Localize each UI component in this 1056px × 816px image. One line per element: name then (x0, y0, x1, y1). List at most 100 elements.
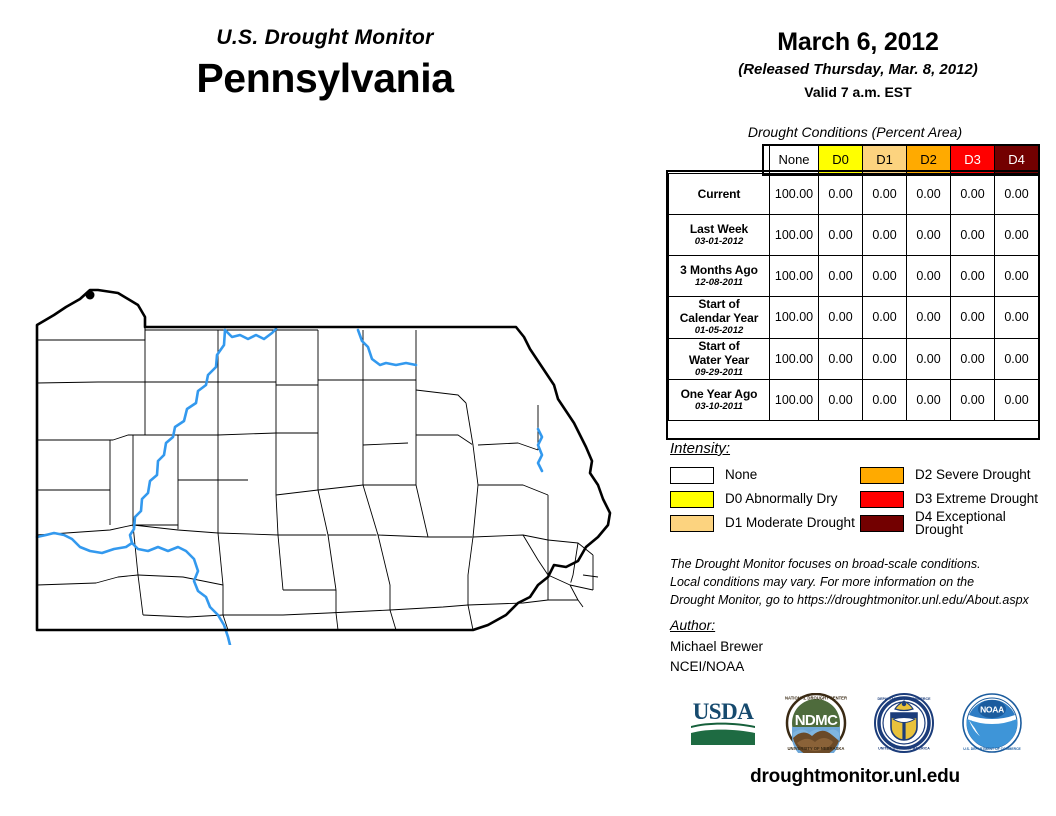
release-date: (Released Thursday, Mar. 8, 2012) (738, 61, 978, 78)
disclaimer-line-1: The Drought Monitor focuses on broad-sca… (670, 557, 981, 571)
svg-text:NATIONAL DROUGHT CENTER: NATIONAL DROUGHT CENTER (785, 695, 847, 700)
cell-d4: 0.00 (994, 379, 1039, 422)
cell-d1: 0.00 (862, 379, 907, 422)
col-header-d3: D3 (950, 144, 995, 174)
row-label-text: Start of Water Year (688, 338, 750, 367)
title-block: U.S. Drought Monitor Pennsylvania (0, 26, 650, 102)
author-name: Michael Brewer (670, 639, 764, 654)
disclaimer-line-3: Drought Monitor, go to https://droughtmo… (670, 592, 1029, 607)
author-block: Author: Michael Brewer NCEI/NOAA (670, 617, 970, 678)
row-label-date: 12-08-2011 (695, 276, 743, 288)
intensity-legend: Intensity: None D0 Abnormally Dry D1 Mod… (670, 440, 1050, 537)
legend-label: D4 Exceptional Drought (915, 508, 1006, 537)
author-heading: Author: (670, 617, 716, 633)
svg-text:USDA: USDA (693, 699, 755, 724)
intensity-title: Intensity: (670, 440, 731, 457)
legend-column-left: None D0 Abnormally Dry D1 Moderate Droug… (670, 463, 860, 535)
table-row: One Year Ago 03-10-2011 100.00 0.00 0.00… (668, 379, 1039, 422)
row-label-text: Current (697, 186, 741, 201)
cell-d3: 0.00 (950, 173, 995, 215)
valid-time: Valid 7 a.m. EST (804, 84, 912, 100)
cell-d2: 0.00 (906, 173, 951, 215)
cell-d0: 0.00 (818, 173, 863, 215)
row-label-text: Start of Calendar Year (679, 297, 759, 326)
col-header-d4: D4 (994, 144, 1039, 174)
legend-label: D0 Abnormally Dry (725, 491, 838, 507)
legend-label: D2 Severe Drought (915, 467, 1031, 483)
cell-d1: 0.00 (862, 214, 907, 256)
legend-label: D3 Extreme Drought (915, 491, 1039, 507)
row-label-start-of-calendar-year: Start of Calendar Year 01-05-2012 (668, 296, 770, 339)
row-label-date: 01-05-2012 (694, 325, 744, 337)
legend-label: D1 Moderate Drought (725, 515, 855, 531)
usda-logo: USDA (687, 697, 759, 754)
svg-text:DEPARTMENT OF COMMERCE: DEPARTMENT OF COMMERCE (877, 697, 931, 701)
row-label-text: One Year Ago (680, 387, 758, 402)
swatch-d4-icon (860, 514, 904, 532)
cell-d2: 0.00 (906, 214, 951, 256)
legend-item-none: None (670, 463, 860, 487)
cell-d0: 0.00 (818, 214, 863, 256)
cell-d2: 0.00 (906, 379, 951, 422)
report-date: March 6, 2012 (777, 28, 939, 56)
svg-text:NDMC: NDMC (795, 712, 838, 729)
legend-item-d0: D0 Abnormally Dry (670, 487, 860, 511)
col-header-d2: D2 (906, 144, 951, 174)
cell-none: 100.00 (769, 255, 819, 297)
swatch-d2-icon (860, 466, 904, 484)
cell-d4: 0.00 (994, 173, 1039, 215)
svg-text:NOAA: NOAA (980, 704, 1004, 714)
cell-none: 100.00 (769, 214, 819, 256)
svg-text:UNITED STATES OF AMERICA: UNITED STATES OF AMERICA (878, 746, 930, 750)
report-header: March 6, 2012 (Released Thursday, Mar. 8… (660, 28, 1056, 100)
cell-d2: 0.00 (906, 296, 951, 339)
table-row: 3 Months Ago 12-08-2011 100.00 0.00 0.00… (668, 255, 1039, 297)
cell-d1: 0.00 (862, 337, 907, 381)
author-affiliation: NCEI/NOAA (670, 659, 745, 675)
state-border (35, 288, 612, 632)
state-title: Pennsylvania (196, 55, 454, 102)
disclaimer-line-2: Local conditions may vary. For more info… (670, 574, 975, 589)
row-label-start-of-water-year: Start of Water Year 09-29-2011 (668, 337, 770, 381)
cell-none: 100.00 (769, 379, 819, 422)
legend-item-d2: D2 Severe Drought (860, 463, 1050, 487)
table-body: Current 100.00 0.00 0.00 0.00 0.00 0.00 … (668, 173, 1039, 422)
disclaimer-note: The Drought Monitor focuses on broad-sca… (670, 556, 1050, 609)
legend-label: None (725, 467, 758, 483)
row-label-current: Current (668, 173, 770, 215)
cell-d1: 0.00 (862, 255, 907, 297)
drought-conditions-table: None D0 D1 D2 D3 D4 Current 100.00 0.00 … (668, 144, 1039, 422)
ndmc-logo: NDMC NATIONAL DROUGHT CENTER UNIVERSITY … (785, 692, 847, 761)
logo-row: USDA NDMC NATIONAL DROUGHT CENTER UNIVER… (660, 692, 1050, 761)
cell-d3: 0.00 (950, 337, 995, 381)
cell-d3: 0.00 (950, 379, 995, 422)
cell-d1: 0.00 (862, 173, 907, 215)
site-url: droughtmonitor.unl.edu (750, 766, 960, 787)
legend-item-d4: D4 Exceptional Drought (860, 508, 1050, 537)
svg-text:UNIVERSITY OF NEBRASKA: UNIVERSITY OF NEBRASKA (788, 746, 845, 751)
col-header-d1: D1 (862, 144, 907, 174)
cell-d4: 0.00 (994, 296, 1039, 339)
cell-d0: 0.00 (818, 255, 863, 297)
table-row: Start of Calendar Year 01-05-2012 100.00 … (668, 296, 1039, 339)
cell-d4: 0.00 (994, 337, 1039, 381)
cell-none: 100.00 (769, 296, 819, 339)
row-label-date: 03-01-2012 (694, 235, 744, 247)
cell-d1: 0.00 (862, 296, 907, 339)
row-label-text: 3 Months Ago (680, 262, 758, 277)
pennsylvania-map (18, 285, 643, 645)
swatch-d3-icon (860, 490, 904, 508)
presque-isle-marker (85, 290, 95, 300)
table-row: Current 100.00 0.00 0.00 0.00 0.00 0.00 (668, 173, 1039, 215)
legend-item-d3: D3 Extreme Drought (860, 487, 1050, 511)
table-header-row: None D0 D1 D2 D3 D4 (669, 144, 1039, 174)
cell-d2: 0.00 (906, 337, 951, 381)
cell-d3: 0.00 (950, 214, 995, 256)
cell-d4: 0.00 (994, 214, 1039, 256)
program-title: U.S. Drought Monitor (216, 26, 434, 49)
row-label-last-week: Last Week 03-01-2012 (668, 214, 770, 256)
cell-d2: 0.00 (906, 255, 951, 297)
map-counties (36, 320, 599, 631)
cell-d0: 0.00 (818, 337, 863, 381)
